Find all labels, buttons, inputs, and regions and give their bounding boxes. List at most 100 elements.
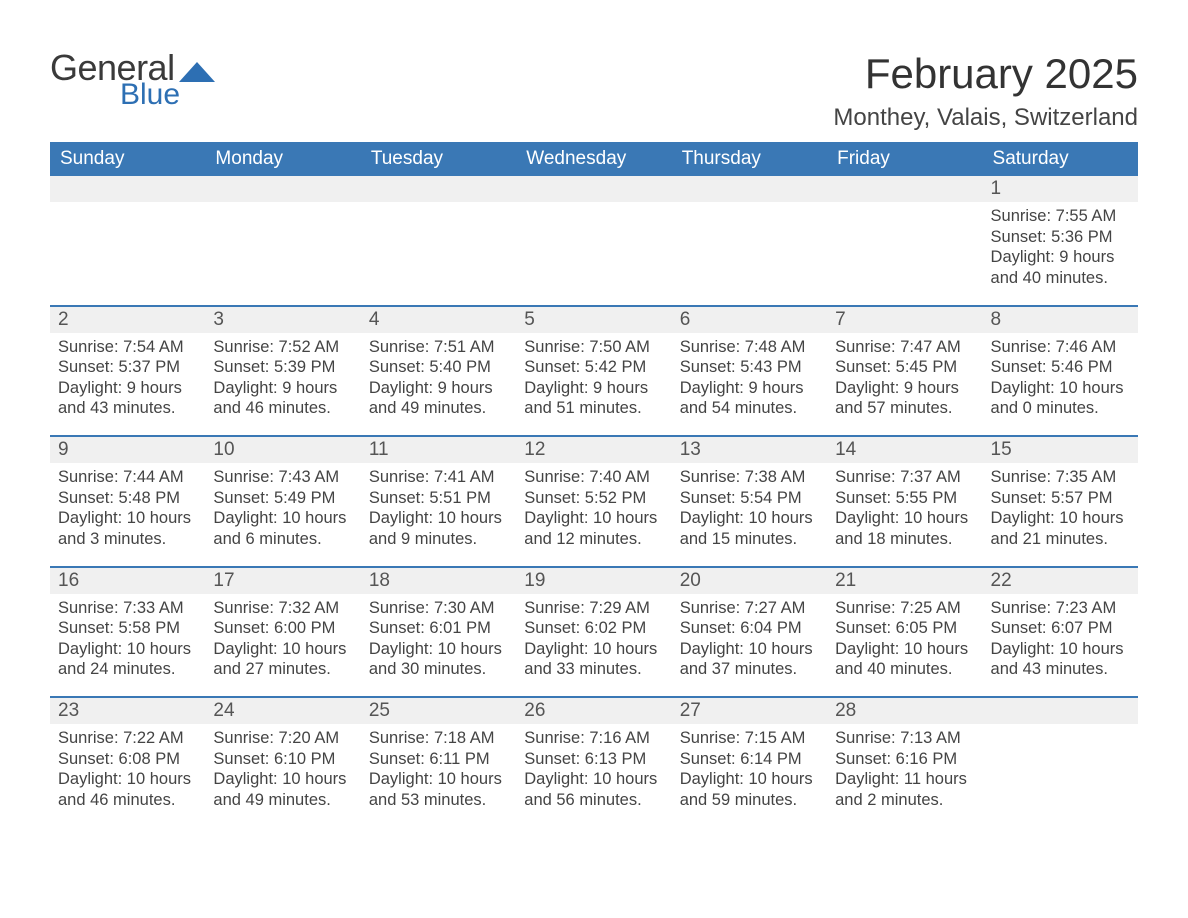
daylight-line: Daylight: 10 hours and 46 minutes. [58,769,197,810]
calendar-day: 16Sunrise: 7:33 AMSunset: 5:58 PMDayligh… [50,568,205,697]
calendar-day [205,176,360,305]
day-details: Sunrise: 7:47 AMSunset: 5:45 PMDaylight:… [827,333,982,420]
calendar-day: 23Sunrise: 7:22 AMSunset: 6:08 PMDayligh… [50,698,205,827]
day-details: Sunrise: 7:33 AMSunset: 5:58 PMDaylight:… [50,594,205,681]
sunset-line: Sunset: 5:51 PM [369,488,508,509]
calendar-week: 23Sunrise: 7:22 AMSunset: 6:08 PMDayligh… [50,696,1138,827]
daylight-line: Daylight: 10 hours and 53 minutes. [369,769,508,810]
sunrise-line: Sunrise: 7:52 AM [213,337,352,358]
daylight-line: Daylight: 10 hours and 6 minutes. [213,508,352,549]
calendar-week: 16Sunrise: 7:33 AMSunset: 5:58 PMDayligh… [50,566,1138,697]
day-number: 26 [516,698,671,724]
sunrise-line: Sunrise: 7:16 AM [524,728,663,749]
day-details: Sunrise: 7:38 AMSunset: 5:54 PMDaylight:… [672,463,827,550]
weeks-container: 1Sunrise: 7:55 AMSunset: 5:36 PMDaylight… [50,176,1138,827]
day-details: Sunrise: 7:18 AMSunset: 6:11 PMDaylight:… [361,724,516,811]
day-details: Sunrise: 7:50 AMSunset: 5:42 PMDaylight:… [516,333,671,420]
daylight-line: Daylight: 10 hours and 49 minutes. [213,769,352,810]
daylight-line: Daylight: 10 hours and 30 minutes. [369,639,508,680]
day-details: Sunrise: 7:20 AMSunset: 6:10 PMDaylight:… [205,724,360,811]
calendar-day [827,176,982,305]
day-number: 24 [205,698,360,724]
day-details: Sunrise: 7:15 AMSunset: 6:14 PMDaylight:… [672,724,827,811]
dow-friday: Friday [827,142,982,176]
sunrise-line: Sunrise: 7:43 AM [213,467,352,488]
sunset-line: Sunset: 5:39 PM [213,357,352,378]
daylight-line: Daylight: 9 hours and 51 minutes. [524,378,663,419]
sunrise-line: Sunrise: 7:44 AM [58,467,197,488]
calendar-day: 3Sunrise: 7:52 AMSunset: 5:39 PMDaylight… [205,307,360,436]
header: General Blue February 2025 Monthey, Vala… [50,50,1138,132]
calendar-day: 27Sunrise: 7:15 AMSunset: 6:14 PMDayligh… [672,698,827,827]
calendar-day: 26Sunrise: 7:16 AMSunset: 6:13 PMDayligh… [516,698,671,827]
calendar-week: 1Sunrise: 7:55 AMSunset: 5:36 PMDaylight… [50,176,1138,305]
sunset-line: Sunset: 6:04 PM [680,618,819,639]
calendar-week: 9Sunrise: 7:44 AMSunset: 5:48 PMDaylight… [50,435,1138,566]
day-number: 5 [516,307,671,333]
day-details: Sunrise: 7:16 AMSunset: 6:13 PMDaylight:… [516,724,671,811]
logo: General Blue [50,50,215,110]
dow-monday: Monday [205,142,360,176]
day-number: 21 [827,568,982,594]
calendar-day: 8Sunrise: 7:46 AMSunset: 5:46 PMDaylight… [983,307,1138,436]
daylight-line: Daylight: 10 hours and 56 minutes. [524,769,663,810]
sunset-line: Sunset: 5:36 PM [991,227,1130,248]
day-details: Sunrise: 7:41 AMSunset: 5:51 PMDaylight:… [361,463,516,550]
calendar-day [361,176,516,305]
sunset-line: Sunset: 5:48 PM [58,488,197,509]
sunset-line: Sunset: 5:43 PM [680,357,819,378]
daylight-line: Daylight: 10 hours and 59 minutes. [680,769,819,810]
sunrise-line: Sunrise: 7:41 AM [369,467,508,488]
sunset-line: Sunset: 5:57 PM [991,488,1130,509]
calendar-day: 13Sunrise: 7:38 AMSunset: 5:54 PMDayligh… [672,437,827,566]
day-details: Sunrise: 7:13 AMSunset: 6:16 PMDaylight:… [827,724,982,811]
calendar-day: 17Sunrise: 7:32 AMSunset: 6:00 PMDayligh… [205,568,360,697]
daylight-line: Daylight: 9 hours and 40 minutes. [991,247,1130,288]
daylight-line: Daylight: 10 hours and 12 minutes. [524,508,663,549]
calendar-day: 19Sunrise: 7:29 AMSunset: 6:02 PMDayligh… [516,568,671,697]
daylight-line: Daylight: 10 hours and 40 minutes. [835,639,974,680]
calendar-day: 10Sunrise: 7:43 AMSunset: 5:49 PMDayligh… [205,437,360,566]
sunset-line: Sunset: 6:14 PM [680,749,819,770]
sunrise-line: Sunrise: 7:32 AM [213,598,352,619]
calendar-day [672,176,827,305]
day-number: 13 [672,437,827,463]
calendar-day: 5Sunrise: 7:50 AMSunset: 5:42 PMDaylight… [516,307,671,436]
dow-wednesday: Wednesday [516,142,671,176]
calendar-day: 20Sunrise: 7:27 AMSunset: 6:04 PMDayligh… [672,568,827,697]
sunset-line: Sunset: 5:49 PM [213,488,352,509]
title-block: February 2025 Monthey, Valais, Switzerla… [833,50,1138,132]
dow-saturday: Saturday [983,142,1138,176]
sunset-line: Sunset: 5:58 PM [58,618,197,639]
sunset-line: Sunset: 5:52 PM [524,488,663,509]
daylight-line: Daylight: 10 hours and 37 minutes. [680,639,819,680]
day-number: 28 [827,698,982,724]
calendar-day: 7Sunrise: 7:47 AMSunset: 5:45 PMDaylight… [827,307,982,436]
sunrise-line: Sunrise: 7:54 AM [58,337,197,358]
day-number: 9 [50,437,205,463]
sunset-line: Sunset: 6:16 PM [835,749,974,770]
sunrise-line: Sunrise: 7:27 AM [680,598,819,619]
day-details: Sunrise: 7:43 AMSunset: 5:49 PMDaylight:… [205,463,360,550]
daylight-line: Daylight: 10 hours and 3 minutes. [58,508,197,549]
sunrise-line: Sunrise: 7:13 AM [835,728,974,749]
daylight-line: Daylight: 9 hours and 49 minutes. [369,378,508,419]
day-details: Sunrise: 7:40 AMSunset: 5:52 PMDaylight:… [516,463,671,550]
month-title: February 2025 [833,50,1138,98]
daylight-line: Daylight: 10 hours and 18 minutes. [835,508,974,549]
day-details: Sunrise: 7:54 AMSunset: 5:37 PMDaylight:… [50,333,205,420]
dow-tuesday: Tuesday [361,142,516,176]
day-number: 27 [672,698,827,724]
calendar-day: 22Sunrise: 7:23 AMSunset: 6:07 PMDayligh… [983,568,1138,697]
sunrise-line: Sunrise: 7:15 AM [680,728,819,749]
day-number: 25 [361,698,516,724]
day-details: Sunrise: 7:48 AMSunset: 5:43 PMDaylight:… [672,333,827,420]
sunrise-line: Sunrise: 7:18 AM [369,728,508,749]
calendar-day [983,698,1138,827]
daylight-line: Daylight: 10 hours and 27 minutes. [213,639,352,680]
sunrise-line: Sunrise: 7:47 AM [835,337,974,358]
day-details: Sunrise: 7:35 AMSunset: 5:57 PMDaylight:… [983,463,1138,550]
day-details: Sunrise: 7:23 AMSunset: 6:07 PMDaylight:… [983,594,1138,681]
day-number: 12 [516,437,671,463]
day-number: 8 [983,307,1138,333]
